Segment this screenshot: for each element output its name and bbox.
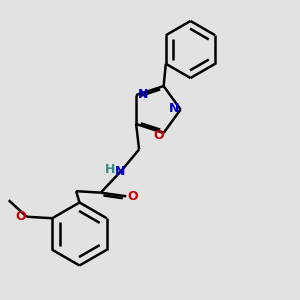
Text: O: O <box>153 129 164 142</box>
Text: H: H <box>104 164 115 176</box>
Text: O: O <box>128 190 138 203</box>
Text: O: O <box>15 210 26 223</box>
Text: N: N <box>137 88 148 100</box>
Text: N: N <box>114 165 125 178</box>
Text: N: N <box>169 102 179 115</box>
